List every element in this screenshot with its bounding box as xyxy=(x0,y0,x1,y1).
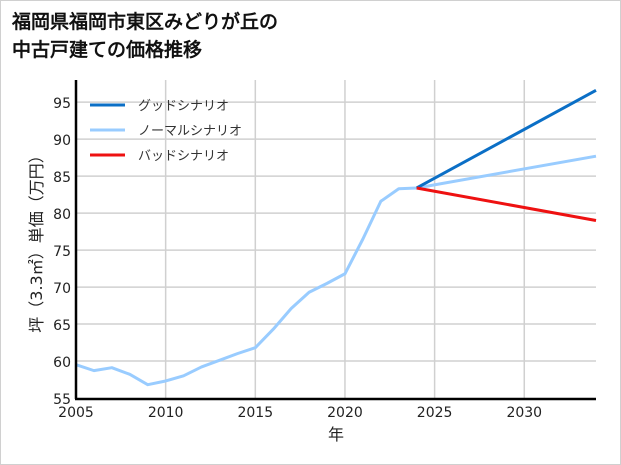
y-tick-label: 60 xyxy=(53,355,71,371)
legend-label: バッドシナリオ xyxy=(138,149,229,164)
y-tick-label: 90 xyxy=(53,133,71,149)
x-tick-label: 2015 xyxy=(237,405,273,421)
legend-label: グッドシナリオ xyxy=(138,99,229,114)
chart-title: 福岡県福岡市東区みどりが丘の 中古戸建ての価格推移 xyxy=(12,8,278,64)
y-axis-label: 坪（3.3㎡）単価（万円） xyxy=(27,147,46,332)
y-tick-label: 85 xyxy=(53,170,71,186)
series-lines xyxy=(75,89,597,387)
legend-label: ノーマルシナリオ xyxy=(138,124,242,139)
chart-title-line-1: 福岡県福岡市東区みどりが丘の xyxy=(12,11,279,33)
x-tick-label: 2025 xyxy=(417,405,453,421)
y-tick-label: 70 xyxy=(53,281,71,297)
y-tick-label: 95 xyxy=(53,96,71,112)
x-axis-label: 年 xyxy=(328,425,344,444)
chart-title-line-2: 中古戸建ての価格推移 xyxy=(12,39,203,61)
x-tick-label: 2010 xyxy=(148,405,184,421)
x-tick-label: 2020 xyxy=(327,405,363,421)
axes xyxy=(74,80,596,401)
series-line xyxy=(75,154,597,387)
series-line xyxy=(415,89,597,190)
x-tick-label: 2005 xyxy=(58,405,94,421)
tick-labels: 2005 2010 2015 2020 2025 2030 55 60 65 70 75 80 85 90… xyxy=(53,96,542,421)
series-line xyxy=(416,186,597,222)
y-tick-label: 65 xyxy=(53,318,71,334)
y-tick-label: 55 xyxy=(53,392,71,408)
y-tick-label: 75 xyxy=(53,244,71,260)
x-tick-label: 2030 xyxy=(506,405,542,421)
y-tick-label: 80 xyxy=(53,207,71,223)
